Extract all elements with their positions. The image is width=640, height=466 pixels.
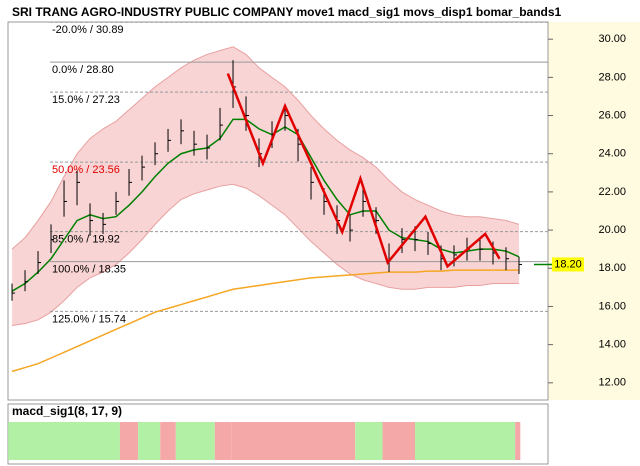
last-price-label: 18.20: [554, 258, 582, 270]
y-tick-label: 26.00: [598, 109, 626, 121]
macd-frame: [7, 403, 549, 465]
ma-line: [11, 269, 520, 373]
ma-line: [11, 118, 520, 292]
y-tick-label: 12.00: [598, 377, 626, 389]
y-tick-label: 30.00: [598, 33, 626, 45]
y-tick-label: 16.00: [598, 300, 626, 312]
level-label: 100.0% / 18.35: [52, 263, 126, 275]
level-label: -20.0% / 30.89: [52, 24, 124, 36]
macd-segment: [119, 422, 139, 460]
macd-segment: [515, 422, 521, 460]
y-tick-label: 28.00: [598, 71, 626, 83]
last-price-box: [552, 257, 584, 272]
level-label: 85.0% / 19.92: [52, 234, 120, 246]
level-label: 0.0% / 28.80: [52, 64, 114, 76]
macd-segment: [175, 422, 215, 460]
macd-segment: [382, 422, 416, 460]
level-label: 125.0% / 15.74: [52, 313, 126, 325]
macd-title: macd_sig1(8, 17, 9): [12, 404, 122, 418]
band-line: [11, 183, 520, 327]
zigzag: [226, 73, 501, 269]
y-tick-label: 20.00: [598, 224, 626, 236]
macd-segment: [231, 422, 356, 460]
y-tick-label: 18.00: [598, 262, 626, 274]
level-label: 15.0% / 27.23: [52, 94, 120, 106]
band-line: [11, 46, 520, 250]
macd-segment: [355, 422, 383, 460]
y-tick-label: 14.00: [598, 339, 626, 351]
macd-segment: [160, 422, 176, 460]
level-label: 50.0% / 23.56: [52, 164, 120, 176]
y-tick-label: 22.00: [598, 186, 626, 198]
macd-segment: [138, 422, 161, 460]
macd-segment: [214, 422, 232, 460]
y-tick-label: 24.00: [598, 148, 626, 160]
macd-segment: [415, 422, 516, 460]
axis-panel: [548, 22, 640, 400]
chart-title: SRI TRANG AGRO-INDUSTRY PUBLIC COMPANY m…: [12, 5, 562, 19]
macd-segment: [8, 422, 120, 460]
